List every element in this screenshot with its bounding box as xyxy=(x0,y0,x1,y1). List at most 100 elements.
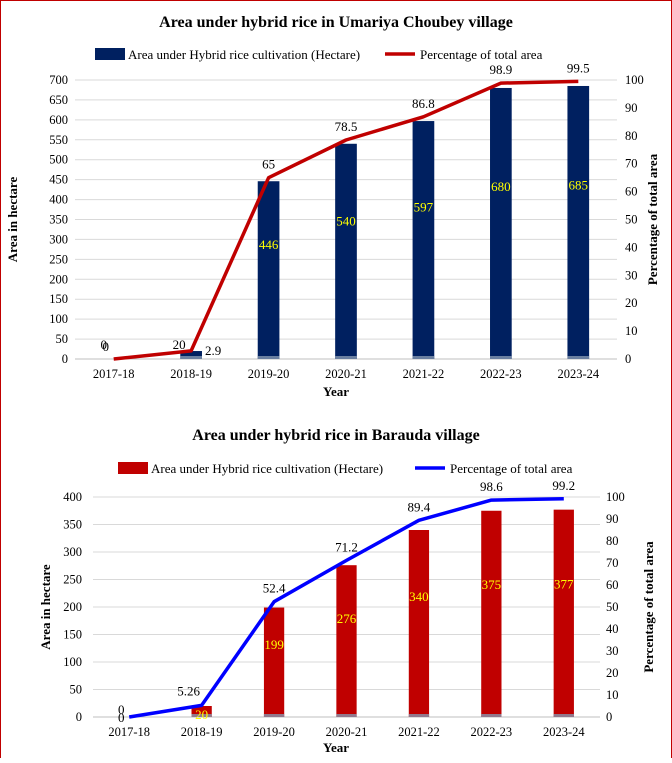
y2-tick-label: 70 xyxy=(606,556,619,570)
chart-title: Area under hybrid rice in Barauda villag… xyxy=(192,427,479,444)
y2-tick-label: 80 xyxy=(606,534,619,548)
legend-bar-swatch xyxy=(118,462,148,474)
x-tick-label: 2023-24 xyxy=(543,725,585,739)
y-tick-label: 150 xyxy=(49,292,68,306)
y-tick-label: 650 xyxy=(49,93,68,107)
frame-border-top xyxy=(0,0,672,1)
bar-base xyxy=(336,714,357,717)
bar xyxy=(180,351,202,359)
y2-tick-label: 30 xyxy=(606,644,619,658)
line-value-label: 2.9 xyxy=(205,343,221,358)
x-tick-label: 2022-23 xyxy=(480,367,522,381)
x-tick-label: 2019-20 xyxy=(248,367,290,381)
bar xyxy=(263,607,285,717)
y2-tick-label: 100 xyxy=(625,73,644,87)
bar-value-label: 685 xyxy=(569,178,589,193)
bar-value-label: 446 xyxy=(259,237,279,252)
y-tick-label: 550 xyxy=(49,133,68,147)
y2-axis-title: Percentage of total area xyxy=(641,541,656,673)
legend-line-label: Percentage of total area xyxy=(450,461,573,476)
bar-base xyxy=(257,356,280,359)
line-value-label: 98.9 xyxy=(489,62,512,77)
legend-bar-label: Area under Hybrid rice cultivation (Hect… xyxy=(128,47,360,62)
bar-value-label: 0 xyxy=(118,710,125,725)
bar-base xyxy=(180,356,202,359)
y2-tick-label: 70 xyxy=(625,157,638,171)
bar-base xyxy=(567,356,590,359)
legend-line-label: Percentage of total area xyxy=(420,47,543,62)
x-tick-label: 2020-21 xyxy=(325,367,367,381)
bar-base xyxy=(263,714,285,717)
y2-tick-label: 90 xyxy=(625,101,638,115)
y-tick-label: 100 xyxy=(49,312,68,326)
y2-tick-label: 40 xyxy=(625,240,638,254)
bar-value-label: 199 xyxy=(264,637,284,652)
y2-tick-label: 10 xyxy=(606,688,619,702)
bar-base xyxy=(490,356,512,359)
bar xyxy=(257,181,280,359)
x-tick-label: 2017-18 xyxy=(93,367,135,381)
y-tick-label: 250 xyxy=(49,252,68,266)
x-tick-label: 2017-18 xyxy=(108,725,150,739)
y-tick-label: 200 xyxy=(63,600,82,614)
y-tick-label: 50 xyxy=(56,332,69,346)
y-tick-label: 300 xyxy=(63,545,82,559)
frame-border-left xyxy=(0,0,1,758)
line-value-label: 99.2 xyxy=(552,478,575,493)
legend-bar-swatch xyxy=(95,48,125,60)
y2-tick-label: 10 xyxy=(625,324,638,338)
y2-tick-label: 90 xyxy=(606,512,619,526)
series-line xyxy=(113,79,579,361)
y-axis-title: Area in hectare xyxy=(5,177,20,263)
y2-tick-label: 20 xyxy=(606,666,619,680)
y-axis-title: Area in hectare xyxy=(38,564,53,650)
line-value-label: 98.6 xyxy=(480,479,503,494)
y-tick-label: 150 xyxy=(63,628,82,642)
x-tick-label: 2018-19 xyxy=(181,725,223,739)
y-tick-label: 50 xyxy=(70,683,83,697)
bar-value-label: 540 xyxy=(336,214,356,229)
y2-tick-label: 20 xyxy=(625,296,638,310)
bar xyxy=(490,87,512,359)
bar xyxy=(336,565,357,717)
y-tick-label: 450 xyxy=(49,173,68,187)
line-value-label: 0 xyxy=(118,702,125,717)
x-tick-label: 2022-23 xyxy=(471,725,513,739)
y-tick-label: 700 xyxy=(49,73,68,87)
y-tick-label: 350 xyxy=(63,518,82,532)
y2-tick-label: 30 xyxy=(625,268,638,282)
x-tick-label: 2019-20 xyxy=(253,725,295,739)
bar-value-label: 340 xyxy=(409,589,429,604)
bar-value-label: 680 xyxy=(491,179,511,194)
y-tick-label: 100 xyxy=(63,655,82,669)
line-value-label: 52.4 xyxy=(263,581,286,596)
bar xyxy=(567,85,590,359)
y2-tick-label: 80 xyxy=(625,129,638,143)
line-value-label: 89.4 xyxy=(408,499,431,514)
bar-base xyxy=(408,714,430,717)
x-tick-label: 2021-22 xyxy=(403,367,445,381)
y-tick-label: 0 xyxy=(62,352,68,366)
bar-value-label: 375 xyxy=(482,577,502,592)
y2-tick-label: 100 xyxy=(606,490,625,504)
y2-tick-label: 50 xyxy=(606,600,619,614)
y2-tick-label: 60 xyxy=(606,578,619,592)
chart-title: Area under hybrid rice in Umariya Choube… xyxy=(159,14,513,31)
x-axis-title: Year xyxy=(323,740,349,755)
y2-axis-title: Percentage of total area xyxy=(645,153,660,285)
line-value-label: 71.2 xyxy=(335,539,358,554)
bar xyxy=(191,706,212,717)
bar xyxy=(335,143,357,359)
bar xyxy=(408,530,430,717)
line-value-label: 86.8 xyxy=(412,96,435,111)
line-value-label: 65 xyxy=(262,157,275,172)
legend-bar-label: Area under Hybrid rice cultivation (Hect… xyxy=(151,461,383,476)
x-tick-label: 2020-21 xyxy=(326,725,368,739)
line-value-label: 78.5 xyxy=(335,119,358,134)
y-tick-label: 600 xyxy=(49,113,68,127)
y-tick-label: 400 xyxy=(63,490,82,504)
x-tick-label: 2023-24 xyxy=(557,367,599,381)
bar xyxy=(553,509,574,717)
